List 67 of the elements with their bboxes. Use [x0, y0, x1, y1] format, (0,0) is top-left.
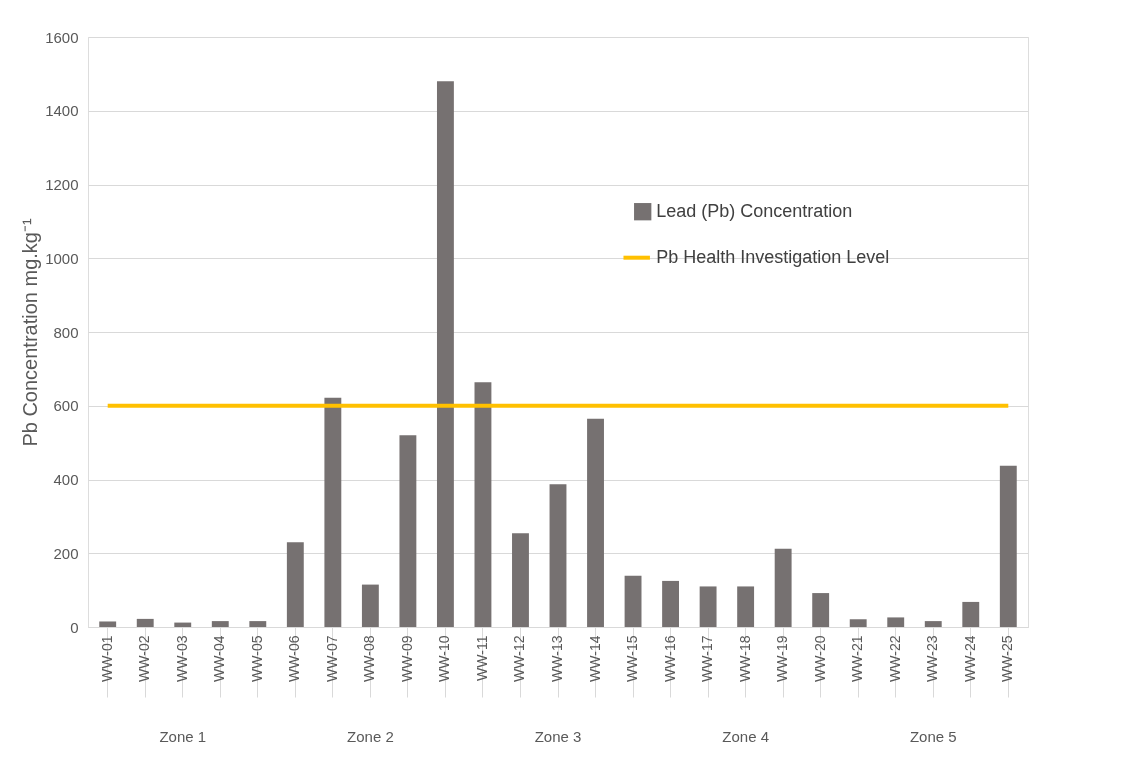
bar — [737, 586, 755, 627]
x-tick-label: WW-06 — [286, 635, 303, 682]
bar — [324, 397, 342, 627]
bar — [924, 621, 942, 627]
x-tick-label: WW-14 — [586, 635, 603, 682]
x-tick-label: WW-18 — [736, 635, 753, 682]
bar — [399, 435, 417, 627]
bar — [962, 601, 980, 627]
x-tick-label: WW-13 — [549, 635, 565, 682]
y-tick-label: 1200 — [45, 176, 79, 193]
bar — [99, 621, 117, 627]
x-tick-label: WW-23 — [924, 635, 941, 682]
y-tick-label: 1600 — [45, 28, 79, 46]
bar — [136, 618, 154, 627]
x-tick-label: WW-07 — [323, 635, 340, 682]
bar — [474, 382, 492, 627]
text: Zone 5 — [909, 728, 957, 745]
text: Zone 1 — [159, 728, 207, 745]
bar — [174, 622, 192, 627]
bar — [887, 617, 905, 627]
x-tick-label: WW-11 — [473, 635, 490, 681]
y-tick-label: 200 — [53, 544, 79, 562]
x-tick-label: WW-25 — [999, 635, 1016, 682]
x-tick-label: WW-19 — [774, 635, 791, 682]
y-tick-label: 1400 — [45, 102, 79, 120]
bar — [211, 621, 229, 627]
x-tick-label: WW-05 — [248, 635, 265, 682]
x-tick-label: WW-15 — [624, 635, 641, 682]
bar — [587, 418, 604, 627]
bar — [512, 533, 529, 627]
legend-label: Pb Health Investigation Level — [656, 246, 890, 267]
y-tick-label: 0 — [70, 618, 79, 636]
bar — [812, 593, 830, 627]
x-tick-label: WW-08 — [361, 635, 378, 682]
x-tick-label: WW-22 — [886, 635, 903, 682]
bar — [774, 548, 792, 627]
bar — [699, 586, 717, 627]
y-axis-title: Pb Concentration mg.kg⁻¹ — [19, 218, 42, 447]
x-tick-label: WW-10 — [436, 635, 453, 682]
bar — [436, 81, 454, 627]
y-tick-label: 600 — [53, 397, 79, 415]
bar — [249, 621, 267, 627]
x-tick-label: WW-24 — [961, 635, 978, 682]
x-tick-label: WW-17 — [699, 635, 716, 682]
x-tick-label: WW-04 — [211, 635, 228, 682]
x-tick-label: WW-09 — [398, 635, 415, 682]
x-tick-label: WW-12 — [511, 635, 528, 682]
bar — [662, 580, 680, 627]
y-tick-label: 1000 — [45, 249, 79, 267]
x-tick-label: WW-21 — [849, 635, 866, 682]
x-tick-label: WW-03 — [173, 635, 190, 682]
text: Zone 3 — [534, 728, 582, 745]
x-tick-label: WW-20 — [811, 635, 828, 682]
bar — [624, 575, 642, 627]
bar — [361, 584, 379, 627]
bar — [549, 484, 567, 627]
x-tick-label: WW-01 — [98, 635, 115, 682]
x-tick-label: WW-02 — [136, 635, 153, 682]
text: Zone 2 — [347, 728, 394, 745]
text: Zone 4 — [722, 728, 769, 745]
bar — [849, 619, 867, 627]
bar — [999, 465, 1017, 627]
y-tick-label: 800 — [53, 323, 79, 341]
x-tick-label: WW-16 — [661, 635, 678, 682]
y-tick-label: 400 — [53, 471, 79, 488]
legend-label: Lead (Pb) Concentration — [656, 200, 853, 221]
bar — [286, 542, 304, 627]
